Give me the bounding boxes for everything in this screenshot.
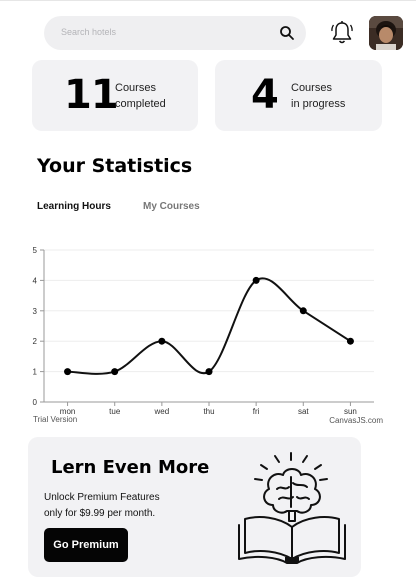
y-tick-label: 1 [33, 368, 38, 377]
x-tick-label: tue [109, 407, 121, 416]
learning-hours-chart: 0 1 2 3 4 5 mon tue wed thu fri sat sun Trial Version… [33, 246, 384, 425]
premium-promo-card: Lern Even More Unlock Premium Features o… [28, 437, 361, 577]
statistics-title: Your Statistics [37, 155, 193, 177]
x-tick-label: mon [60, 407, 76, 416]
y-tick-label: 0 [33, 398, 38, 407]
y-tick-label: 3 [33, 307, 38, 316]
x-tick-label: fri [253, 407, 260, 416]
tab-learning-hours[interactable]: Learning Hours [37, 201, 111, 212]
search-icon[interactable] [279, 25, 295, 41]
data-point [346, 337, 354, 345]
promo-title: Lern Even More [51, 457, 210, 478]
watermark-trial: Trial Version [33, 415, 77, 424]
data-point [205, 368, 213, 376]
courses-in-progress-count: 4 [251, 72, 279, 118]
courses-in-progress-card: 4 Courses in progress [215, 60, 382, 131]
data-point [64, 368, 72, 376]
avatar-image [369, 16, 403, 50]
y-tick-label: 2 [33, 337, 38, 346]
courses-completed-label: Courses completed [115, 82, 166, 110]
x-tick-label: sat [298, 407, 309, 416]
x-tick-label: thu [203, 407, 214, 416]
x-tick-label: sun [344, 407, 357, 416]
data-point [299, 307, 307, 315]
promo-description: Unlock Premium Features only for $9.99 p… [44, 492, 160, 519]
y-tick-label: 5 [33, 246, 38, 255]
data-point [111, 368, 119, 376]
courses-completed-count: 11 [64, 72, 119, 118]
search-input[interactable]: Search hotels [61, 27, 117, 37]
go-premium-button[interactable]: Go Premium [44, 528, 128, 562]
search-bar[interactable]: Search hotels [44, 16, 306, 50]
brain-book-icon [238, 452, 346, 564]
tab-my-courses[interactable]: My Courses [143, 201, 200, 212]
y-tick-label: 4 [33, 276, 38, 285]
x-tick-label: wed [154, 407, 170, 416]
bell-icon[interactable] [330, 20, 354, 46]
data-point [252, 276, 260, 284]
courses-completed-card: 11 Courses completed [32, 60, 198, 131]
watermark-canvasjs: CanvasJS.com [329, 416, 383, 425]
user-avatar[interactable] [369, 16, 403, 50]
courses-in-progress-label: Courses in progress [291, 82, 346, 110]
data-point [158, 337, 166, 345]
series-line [67, 277, 351, 375]
top-divider [0, 0, 416, 1]
